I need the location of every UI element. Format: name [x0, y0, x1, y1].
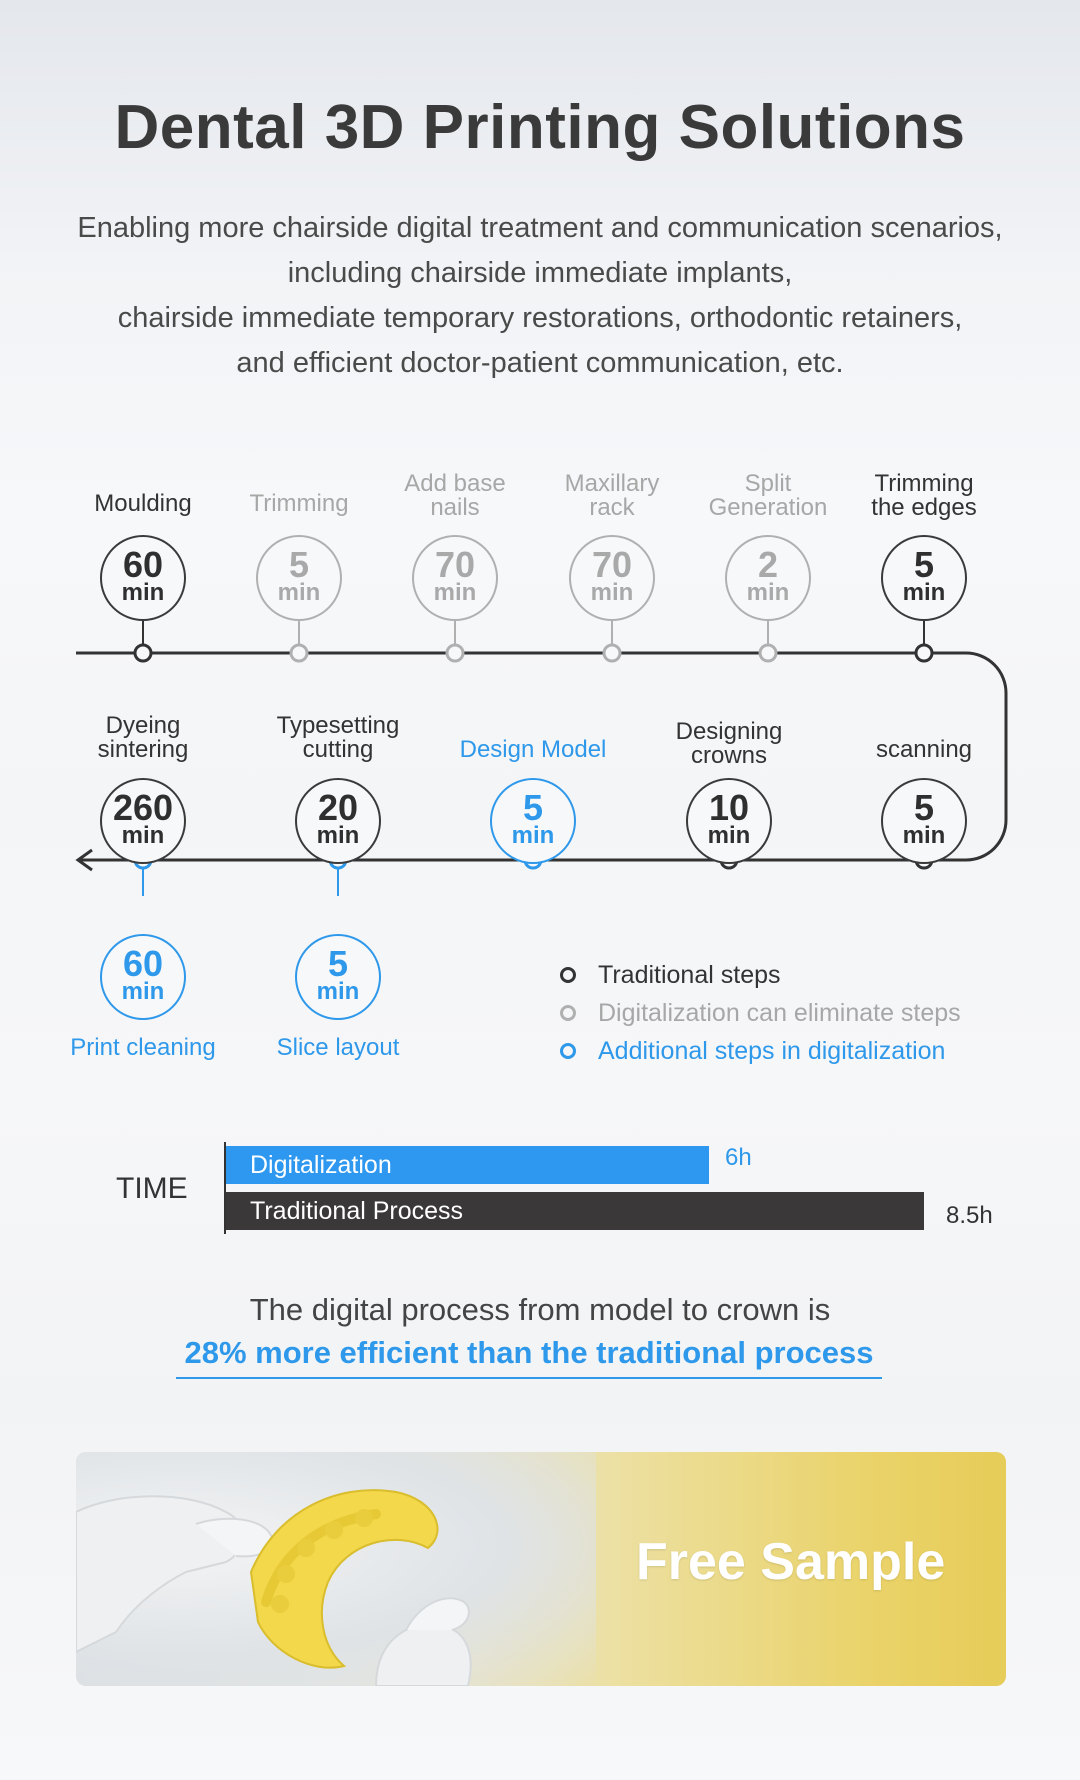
conclusion-text: The digital process from model to crown … — [249, 1292, 831, 1327]
step-duration-circle: 5 min — [881, 778, 967, 864]
subtitle-line: Enabling more chairside digital treatmen… — [77, 212, 1003, 244]
step-label: Typesetting cutting — [276, 712, 400, 763]
circle-outline-icon — [560, 1005, 576, 1021]
page-title: Dental 3D Printing Solutions — [114, 93, 966, 162]
bar-value-traditional: 8.5h — [946, 1202, 993, 1229]
step-duration-circle: 5 min — [490, 778, 576, 864]
bar-digitalization: Digitalization — [226, 1146, 709, 1184]
circle-outline-icon — [560, 967, 576, 983]
subtitle-line: chairside immediate temporary restoratio… — [117, 302, 963, 334]
step-label: Maxillary rack — [564, 470, 660, 521]
step-duration-circle: 70 min — [569, 535, 655, 621]
legend-label: Digitalization can eliminate steps — [598, 998, 961, 1027]
step-label: Trimming — [249, 490, 349, 517]
step-duration-circle: 70 min — [412, 535, 498, 621]
legend-label: Traditional steps — [598, 960, 781, 989]
step-duration-circle: 5 min — [881, 535, 967, 621]
bar-value-digitalization: 6h — [725, 1144, 752, 1171]
step-label: Designing crowns — [675, 718, 783, 769]
subtitle-line: and efficient doctor-patient communicati… — [236, 347, 844, 379]
flow-line-top — [76, 651, 1008, 862]
step-label: scanning — [875, 736, 973, 763]
process-flow-lines — [75, 621, 1008, 896]
step-label: Design Model — [459, 736, 607, 763]
step-duration-circle: 60 min — [100, 535, 186, 621]
legend-label: Additional steps in digitalization — [598, 1036, 946, 1065]
dental-model-illustration — [76, 1489, 472, 1686]
legend-item-eliminated: Digitalization can eliminate steps — [560, 994, 961, 1032]
time-axis-label: TIME — [116, 1172, 188, 1205]
step-duration-circle: 60 min — [100, 934, 186, 1020]
step-label: Trimming the edges — [871, 470, 977, 521]
legend: Traditional steps Digitalization can eli… — [560, 956, 961, 1070]
step-duration-circle: 20 min — [295, 778, 381, 864]
step-duration-circle: 260 min — [100, 778, 186, 864]
legend-item-additional: Additional steps in digitalization — [560, 1032, 961, 1070]
time-axis-line — [224, 1142, 226, 1234]
subtitle-line: including chairside immediate implants, — [287, 257, 793, 289]
step-label: Add base nails — [404, 470, 506, 521]
page-subtitle: Enabling more chairside digital treatmen… — [40, 206, 1040, 386]
efficiency-highlight: 28% more efficient than the traditional … — [176, 1335, 882, 1379]
bar-traditional: Traditional Process — [226, 1192, 924, 1230]
step-label: Split Generation — [708, 470, 828, 521]
step-duration-circle: 10 min — [686, 778, 772, 864]
flow-arrow-head — [75, 848, 93, 872]
step-label: Moulding — [94, 490, 192, 517]
circle-outline-icon — [560, 1043, 576, 1059]
free-sample-label[interactable]: Free Sample — [636, 1533, 946, 1591]
free-sample-banner[interactable]: Free Sample — [76, 1452, 1006, 1686]
step-duration-circle: 5 min — [256, 535, 342, 621]
step-label: Print cleaning — [70, 1034, 216, 1061]
step-label: Dyeing sintering — [97, 712, 189, 763]
step-duration-circle: 5 min — [295, 934, 381, 1020]
legend-item-traditional: Traditional steps — [560, 956, 961, 994]
step-label: Slice layout — [276, 1034, 400, 1061]
step-duration-circle: 2 min — [725, 535, 811, 621]
